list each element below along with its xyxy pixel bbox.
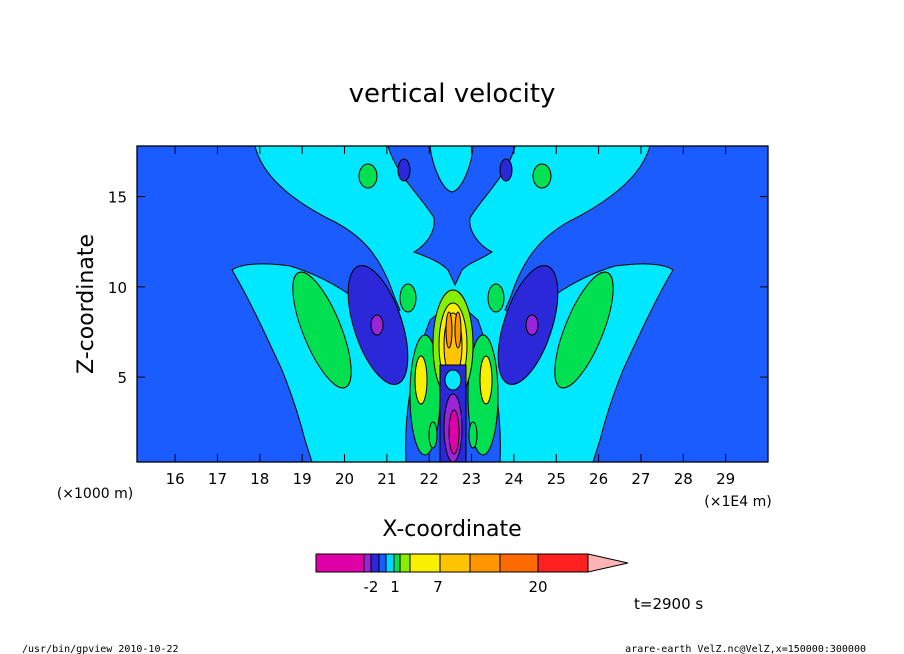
colorbar-segment <box>393 553 401 573</box>
region-center-plume <box>387 146 516 287</box>
x-tick-label: 20 <box>335 470 354 488</box>
chart-title: vertical velocity <box>349 79 556 109</box>
colorbar-segment <box>409 553 441 573</box>
x-tick-label: 28 <box>674 470 693 488</box>
region-core-green-spot-low-right <box>468 421 478 449</box>
region-core-magenta <box>448 409 460 455</box>
region-green-spot-upper-right <box>532 163 552 189</box>
region-core-yellow-right <box>479 355 493 405</box>
colorbar-segment <box>439 553 471 573</box>
x-axis: 16 17 18 19 20 21 22 23 24 25 26 27 28 29 <box>166 146 735 488</box>
region-green-spot-mid-right <box>487 283 505 313</box>
region-dark-spot-upper-right <box>499 158 513 182</box>
colorbar-label-20: 20 <box>528 578 547 596</box>
x-axis-label: X-coordinate <box>382 517 521 542</box>
y-axis: 5 10 15 <box>108 189 768 387</box>
x-tick-label: 22 <box>420 470 439 488</box>
x-tick-label: 24 <box>504 470 523 488</box>
region-left-green-lobe <box>292 271 352 389</box>
x-tick-label: 16 <box>166 470 185 488</box>
y-tick-label: 15 <box>108 189 127 207</box>
footer-right: arare-earth_VelZ.nc@VelZ,x=150000:300000 <box>625 644 866 654</box>
colorbar-segment <box>499 553 539 573</box>
region-core-dark-orange-2 <box>454 311 462 349</box>
colorbar-extend-arrow <box>587 553 629 573</box>
time-label: t=2900 s <box>634 595 703 613</box>
region-core-green-spot-low-left <box>428 421 438 449</box>
y-tick-label: 10 <box>108 279 127 297</box>
region-center-top-notch <box>429 146 474 193</box>
y-tick-label: 5 <box>117 369 127 387</box>
y-axis-unit: (×1000 m) <box>57 486 133 502</box>
x-tick-label: 27 <box>631 470 650 488</box>
region-right-green-lobe <box>554 271 614 389</box>
region-green-spot-mid-left <box>399 283 417 313</box>
colorbar-segment <box>399 553 411 573</box>
colorbar-label-neg2: -2 <box>364 578 379 596</box>
colorbar <box>315 553 629 573</box>
x-tick-label: 25 <box>547 470 566 488</box>
region-core-dark-orange <box>445 311 453 349</box>
colorbar-segment <box>370 553 380 573</box>
x-tick-label: 17 <box>208 470 227 488</box>
colorbar-segment <box>469 553 501 573</box>
region-core-yellow-left <box>414 355 428 405</box>
region-right-purple-core <box>525 314 539 336</box>
colorbar-label-7: 7 <box>433 578 443 596</box>
colorbar-segment <box>385 553 395 573</box>
plot-frame <box>136 145 769 463</box>
x-tick-label: 23 <box>462 470 481 488</box>
x-tick-label: 21 <box>377 470 396 488</box>
region-right-outer <box>504 146 768 462</box>
colorbar-segment <box>378 553 387 573</box>
region-dark-spot-upper-left <box>397 158 411 182</box>
region-core-cyan-spot <box>444 369 462 391</box>
contour-field <box>137 146 768 462</box>
x-tick-label: 19 <box>293 470 312 488</box>
footer-left: /usr/bin/gpview 2010-10-22 <box>22 644 179 654</box>
colorbar-label-1: 1 <box>390 578 400 596</box>
region-left-purple-core <box>370 314 384 336</box>
colorbar-segment <box>363 553 372 573</box>
region-left-outer <box>137 146 401 462</box>
y-axis-label: Z-coordinate <box>74 234 99 374</box>
x-axis-unit: (×1E4 m) <box>704 494 771 510</box>
x-tick-label: 18 <box>250 470 269 488</box>
x-tick-label: 29 <box>716 470 735 488</box>
x-tick-label: 26 <box>589 470 608 488</box>
colorbar-tick-labels: -2 1 7 20 <box>364 578 548 596</box>
region-green-spot-upper-left <box>358 163 378 189</box>
colorbar-segment <box>315 553 365 573</box>
colorbar-segment <box>537 553 589 573</box>
